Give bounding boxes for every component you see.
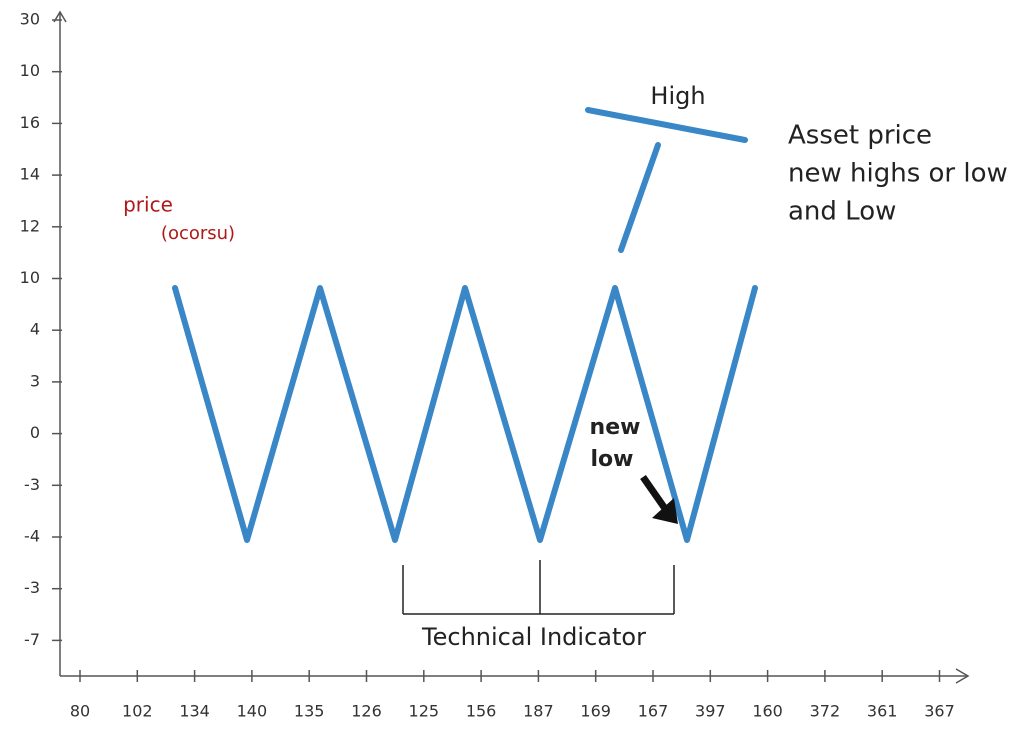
y-tick-label: 14 (20, 165, 40, 184)
y-tick-label: -4 (24, 527, 40, 546)
y-tick-label: -3 (24, 475, 40, 494)
x-axis-arrow (955, 668, 970, 684)
x-tick-label: 80 (70, 702, 90, 721)
x-tick-label: 140 (237, 702, 268, 721)
y-tick-label: 0 (30, 423, 40, 442)
x-tick-label: 361 (867, 702, 898, 721)
x-tick-label: 187 (523, 702, 554, 721)
x-tick-label: 102 (122, 702, 153, 721)
price-label: price (123, 193, 173, 217)
x-tick-label: 134 (179, 702, 210, 721)
y-tick-label: 10 (20, 61, 40, 80)
x-tick-label: 367 (924, 702, 955, 721)
high-label: High (650, 82, 705, 110)
y-tick-label: 3 (30, 371, 40, 390)
price-sublabel: (ocorsu) (161, 223, 235, 244)
y-tick-label: 12 (20, 216, 40, 235)
asset-price-line: new highs or low (788, 159, 1008, 189)
x-tick-label: 169 (580, 702, 611, 721)
x-tick-label: 126 (351, 702, 382, 721)
arrow-head (652, 498, 678, 524)
new-low-label: new (590, 415, 641, 440)
new-low-label: low (591, 447, 634, 472)
asset-price-line: and Low (788, 197, 896, 227)
x-tick-label: 372 (810, 702, 841, 721)
high-line (585, 107, 748, 143)
rise-line (618, 142, 661, 253)
technical-indicator-label: Technical Indicator (421, 623, 646, 651)
y-tick-label: 10 (20, 268, 40, 287)
x-tick-label: 135 (294, 702, 325, 721)
y-tick-label: -7 (24, 630, 40, 649)
arrow-shaft (640, 474, 669, 513)
x-tick-label: 156 (466, 702, 497, 721)
x-tick-label: 125 (409, 702, 440, 721)
x-tick-label: 397 (695, 702, 726, 721)
y-tick-label: 16 (20, 113, 40, 132)
y-tick-label: 4 (30, 320, 40, 339)
x-tick-label: 167 (638, 702, 669, 721)
bracket (402, 560, 675, 615)
x-tick-label: 160 (752, 702, 783, 721)
price-zigzag (172, 285, 758, 543)
y-tick-label: 30 (20, 10, 40, 29)
y-tick-label: -3 (24, 578, 40, 597)
asset-price-line: Asset price (788, 121, 932, 151)
y-axis-arrow (53, 10, 67, 23)
